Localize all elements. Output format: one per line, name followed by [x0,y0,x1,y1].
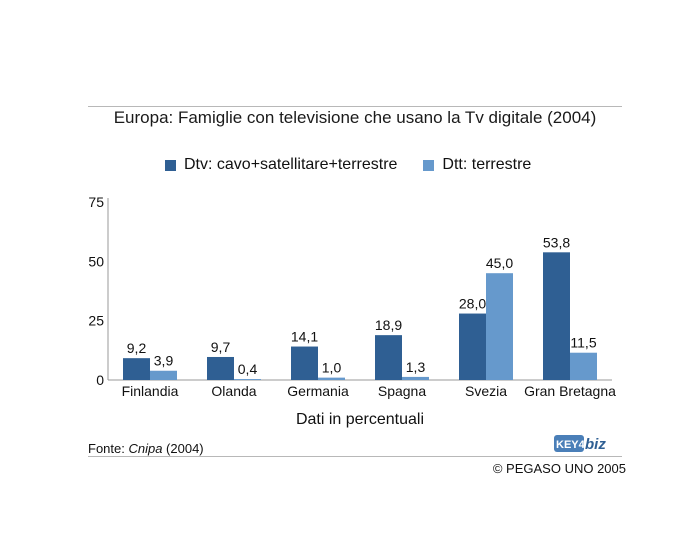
data-label-dtt: 1,0 [322,360,342,376]
svg-text:KEY4: KEY4 [556,439,586,451]
bar-dtt [234,379,261,380]
bar-dtv [375,335,402,380]
y-tick-label: 50 [88,253,104,269]
legend-swatch-dtv [165,159,176,171]
bar-dtv [123,358,150,380]
bar-dtt [150,370,177,380]
bar-dtt [402,376,429,380]
x-tick-label: Spagna [378,383,426,399]
legend-swatch-dtt [423,159,435,171]
copyright: © PEGASO UNO 2005 [492,461,626,476]
data-label-dtv: 28,0 [459,296,486,312]
y-tick-label: 25 [88,313,104,329]
bar-dtv [207,356,234,380]
x-tick-label: Gran Bretagna [524,383,616,399]
bottom-rule [88,456,622,457]
x-tick-label: Olanda [211,383,256,399]
svg-text:biz: biz [585,436,606,453]
x-tick-label: Finlandia [122,383,179,399]
source-name: Cnipa [128,441,163,456]
data-label-dtv: 53,8 [543,234,570,250]
y-tick-label: 75 [88,194,104,210]
data-label-dtv: 9,2 [127,340,147,356]
bar-dtt [486,273,513,380]
source-note: Fonte: Cnipa (2004) [88,441,204,456]
data-label-dtt: 11,5 [570,335,596,351]
source-suffix: (2004) [162,441,204,456]
top-rule [88,106,622,107]
legend: Dtv: cavo+satellitare+terrestre Dtt: ter… [165,156,557,174]
data-label-dtt: 1,3 [406,359,426,375]
source-prefix: Fonte: [88,441,129,456]
bar-dtv [543,252,570,380]
legend-item-dtt: Dtt: terrestre [423,156,531,174]
data-label-dtt: 3,9 [154,353,174,369]
legend-label-dtv: Dtv: cavo+satellitare+terrestre [184,156,398,173]
x-axis-title: Dati in percentuali [296,411,424,428]
data-label-dtv: 18,9 [375,317,402,333]
bar-dtt [570,352,597,380]
bar-dtt [318,377,345,380]
legend-item-dtv: Dtv: cavo+satellitare+terrestre [165,156,397,174]
x-tick-label: Svezia [465,383,507,399]
legend-label-dtt: Dtt: terrestre [442,156,532,173]
data-label-dtt: 45,0 [486,255,513,271]
data-label-dtt: 0,4 [238,361,258,377]
key4biz-logo: KEY4 biz [554,435,606,453]
data-label-dtv: 9,7 [211,339,231,355]
chart-title: Europa: Famiglie con televisione che usa… [113,108,597,127]
x-tick-label: Germania [287,383,349,399]
data-label-dtv: 14,1 [291,329,318,345]
bar-dtv [291,346,318,380]
bar-dtv [459,313,486,380]
y-tick-label: 0 [96,372,104,388]
